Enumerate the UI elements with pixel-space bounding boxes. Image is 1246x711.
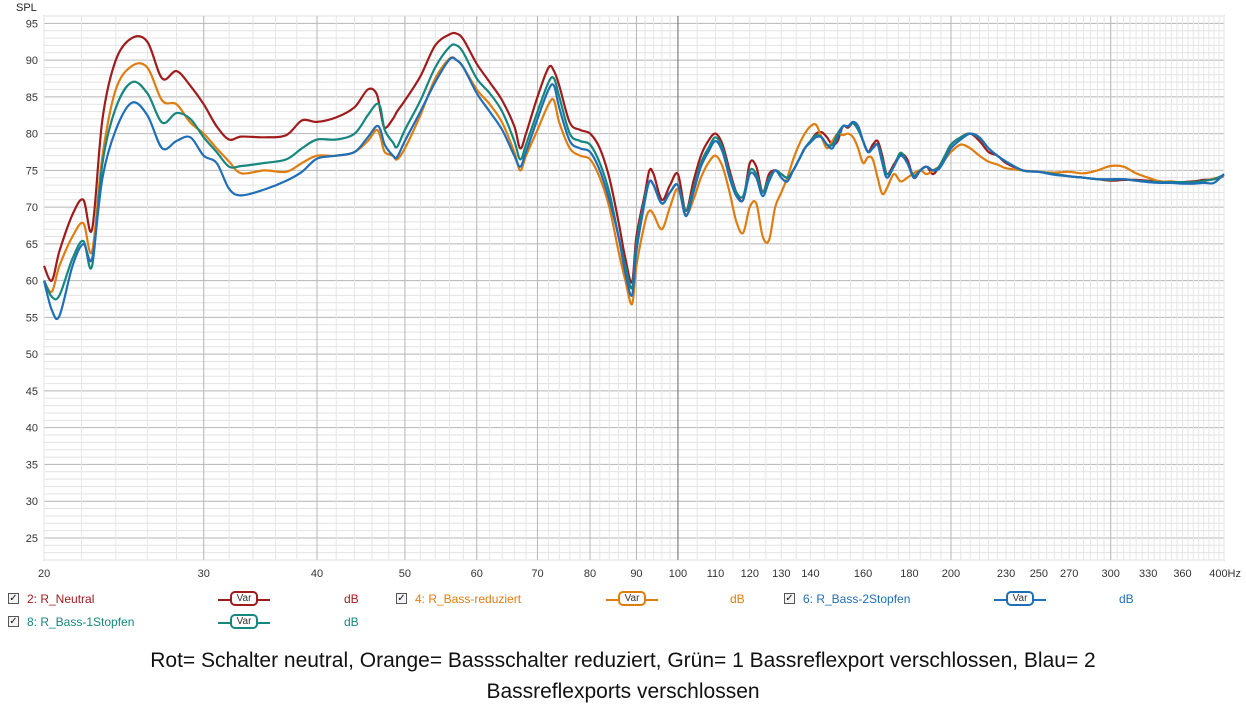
x-tick-label: 180 bbox=[900, 568, 918, 580]
x-tick-label: 250 bbox=[1030, 568, 1048, 580]
x-tick-label: 90 bbox=[630, 568, 642, 580]
x-tick-label: 140 bbox=[801, 568, 819, 580]
series-line-6-r-bass-2stopfen bbox=[42, 56, 1225, 321]
legend-unit-bass-1stopfen: dB bbox=[344, 615, 359, 629]
legend-label-neutral: 2: R_Neutral bbox=[27, 592, 95, 606]
x-tick-label: 70 bbox=[531, 568, 543, 580]
x-tick-label: 50 bbox=[399, 568, 411, 580]
x-tick-label: 330 bbox=[1139, 568, 1157, 580]
x-tick-label: 60 bbox=[471, 568, 483, 580]
frequency-response-chart: 25 30 35 40 45 50 55 60 65 70 75 80 85 90 95 20 30 40 50 6… bbox=[16, 2, 1241, 580]
x-tick-label: 20 bbox=[38, 568, 50, 580]
legend-label-bass-2stopfen: 6: R_Bass-2Stopfen bbox=[803, 592, 911, 606]
var-button-bass-2stopfen[interactable]: Var bbox=[1006, 591, 1034, 606]
y-tick-label: 60 bbox=[26, 276, 38, 288]
grid bbox=[43, 15, 1225, 561]
legend-label-bass-1stopfen: 8: R_Bass-1Stopfen bbox=[27, 615, 135, 629]
y-tick-label: 65 bbox=[26, 239, 38, 251]
legend-checkbox-bass-reduziert[interactable]: ✓ bbox=[396, 593, 407, 604]
legend-row-1: ✓ 2: R_Neutral Var dB ✓ 4: R_Bass-reduzi… bbox=[0, 590, 1246, 610]
y-tick-label: 30 bbox=[26, 496, 38, 508]
x-tick-label: 270 bbox=[1060, 568, 1078, 580]
x-tick-label: 160 bbox=[854, 568, 872, 580]
x-tick-label: 200 bbox=[942, 568, 960, 580]
caption-line-1: Rot= Schalter neutral, Orange= Bassschal… bbox=[150, 649, 1096, 672]
legend-unit-bass-2stopfen: dB bbox=[1119, 592, 1134, 606]
x-tick-label: 100 bbox=[669, 568, 687, 580]
x-tick-label: 360 bbox=[1173, 568, 1191, 580]
legend-checkbox-bass-1stopfen[interactable]: ✓ bbox=[8, 616, 19, 627]
legend-label-bass-reduziert: 4: R_Bass-reduziert bbox=[415, 592, 522, 606]
var-button-neutral[interactable]: Var bbox=[230, 591, 258, 606]
curves bbox=[42, 31, 1225, 321]
y-tick-label: 90 bbox=[26, 55, 38, 67]
y-axis: 25 30 35 40 45 50 55 60 65 70 75 80 85 90 95 bbox=[26, 18, 38, 545]
y-tick-label: 75 bbox=[26, 165, 38, 177]
caption-line-2: Bassreflexports verschlossen bbox=[486, 680, 760, 703]
y-tick-label: 45 bbox=[26, 386, 38, 398]
y-tick-label: 35 bbox=[26, 459, 38, 471]
x-tick-label: 130 bbox=[772, 568, 790, 580]
x-tick-label: 400Hz bbox=[1209, 568, 1241, 580]
y-tick-label: 40 bbox=[26, 423, 38, 435]
x-tick-label: 30 bbox=[198, 568, 210, 580]
x-axis: 20 30 40 50 60 70 80 90 100 110 120 130 140 160 180 200… bbox=[38, 568, 1241, 580]
legend-row-2: ✓ 8: R_Bass-1Stopfen Var dB bbox=[0, 613, 1246, 633]
y-tick-label: 85 bbox=[26, 92, 38, 104]
y-tick-label: 80 bbox=[26, 129, 38, 141]
x-tick-label: 110 bbox=[707, 568, 725, 580]
var-button-bass-1stopfen[interactable]: Var bbox=[230, 614, 258, 629]
x-tick-label: 80 bbox=[584, 568, 596, 580]
y-tick-label: 55 bbox=[26, 312, 38, 324]
x-tick-label: 300 bbox=[1102, 568, 1120, 580]
x-tick-label: 230 bbox=[997, 568, 1015, 580]
y-tick-label: 70 bbox=[26, 202, 38, 214]
y-tick-label: 50 bbox=[26, 349, 38, 361]
legend-unit-bass-reduziert: dB bbox=[730, 592, 745, 606]
y-axis-label: SPL bbox=[16, 2, 37, 14]
y-tick-label: 95 bbox=[26, 18, 38, 30]
x-tick-label: 120 bbox=[741, 568, 759, 580]
legend-unit-neutral: dB bbox=[344, 592, 359, 606]
var-button-bass-reduziert[interactable]: Var bbox=[618, 591, 646, 606]
x-tick-label: 40 bbox=[311, 568, 323, 580]
legend-checkbox-neutral[interactable]: ✓ bbox=[8, 593, 19, 604]
y-tick-label: 25 bbox=[26, 533, 38, 545]
legend-checkbox-bass-2stopfen[interactable]: ✓ bbox=[784, 593, 795, 604]
